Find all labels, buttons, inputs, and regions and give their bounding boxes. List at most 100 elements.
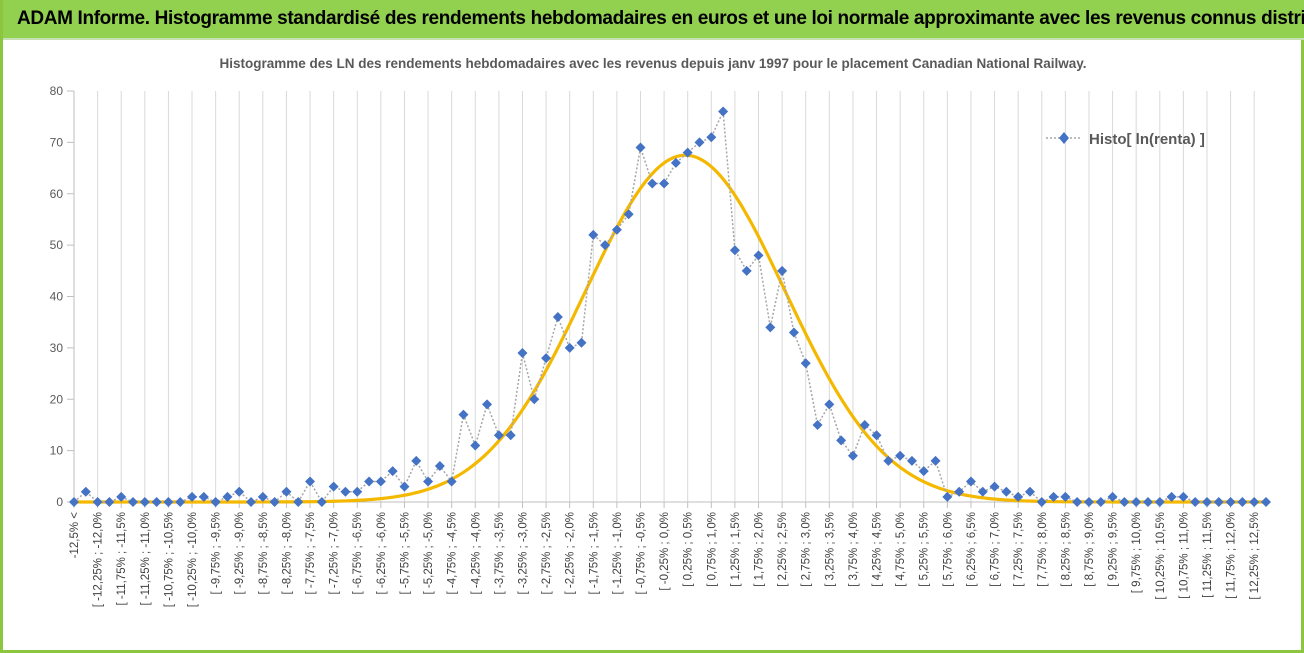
data-point <box>387 466 398 477</box>
data-point <box>623 209 634 220</box>
data-point <box>1190 497 1201 507</box>
data-point <box>1166 491 1177 502</box>
data-point <box>128 497 139 507</box>
x-tick-label: [ -9,75% ; -9,5% <box>211 512 223 594</box>
data-point <box>269 497 280 507</box>
x-tick-label: [ -1,25% ; -1,0% <box>612 512 624 594</box>
data-point <box>222 491 233 502</box>
data-point <box>210 497 221 507</box>
data-point <box>446 476 457 487</box>
data-point <box>883 455 894 466</box>
data-point <box>411 455 422 466</box>
data-point <box>104 497 115 507</box>
data-point <box>1013 491 1024 502</box>
x-tick-label: [ 2,25% ; 2,5% <box>777 512 789 587</box>
x-tick-label: [ 3,25% ; 3,5% <box>824 512 836 587</box>
data-point <box>836 435 847 446</box>
data-point <box>552 312 563 323</box>
data-point <box>1083 497 1094 507</box>
x-tick-label: [ 7,75% ; 8,0% <box>1037 512 1049 587</box>
data-point <box>234 486 245 497</box>
data-point <box>1072 497 1083 507</box>
data-point <box>906 455 917 466</box>
data-point <box>1131 497 1142 507</box>
x-tick-label: [ -11,25% ; -11,0% <box>140 512 152 606</box>
data-point <box>505 430 516 441</box>
data-point <box>1024 486 1035 497</box>
x-tick-label: -12,5% < <box>69 512 81 559</box>
x-tick-label: [ 5,75% ; 6,0% <box>942 512 954 587</box>
normal-curve-line <box>74 153 1266 504</box>
x-tick-label: [ 11,25% ; 11,5% <box>1202 512 1214 598</box>
legend-marker-sample <box>1059 132 1069 144</box>
x-tick-label: [ -4,75% ; -4,5% <box>447 512 459 594</box>
data-point <box>482 399 493 410</box>
x-tick-label: [ 9,25% ; 9,5% <box>1108 512 1120 587</box>
x-tick-label: [ -0,75% ; -0,5% <box>635 512 647 594</box>
y-tick-label: 40 <box>50 290 64 304</box>
data-point <box>1213 497 1224 507</box>
banner-divider <box>3 38 1304 40</box>
data-point <box>918 466 929 477</box>
y-axis: 0 10 20 30 40 50 60 70 80 <box>50 84 75 509</box>
data-point <box>706 132 717 143</box>
x-tick-label: [ 4,75% ; 5,0% <box>895 512 907 587</box>
x-tick-label: [ 8,25% ; 8,5% <box>1060 512 1072 587</box>
x-tick-label: [ -9,25% ; -9,0% <box>234 512 246 594</box>
x-tick-label: [ -8,25% ; -8,0% <box>281 512 293 594</box>
data-point <box>328 481 339 492</box>
y-tick-label: 0 <box>56 495 63 509</box>
data-point <box>765 322 776 333</box>
x-tick-label: [ 8,75% ; 9,0% <box>1084 512 1096 587</box>
data-point <box>1095 497 1106 507</box>
data-point <box>859 419 870 430</box>
normal-curve-series <box>74 153 1266 504</box>
y-tick-label: 60 <box>50 187 64 201</box>
x-tick-label: [ 5,25% ; 5,5% <box>919 512 931 587</box>
data-point <box>741 265 752 276</box>
data-point <box>1178 491 1189 502</box>
data-point <box>1036 497 1047 507</box>
data-point <box>777 265 788 276</box>
data-point <box>139 497 150 507</box>
data-point <box>718 106 729 117</box>
data-point <box>517 348 528 359</box>
x-tick-label: [ -8,75% ; -8,5% <box>258 512 270 594</box>
data-point <box>375 476 386 487</box>
x-tick-label: [ -7,75% ; -7,5% <box>305 512 317 594</box>
data-point <box>529 394 540 405</box>
gridlines <box>97 91 1255 502</box>
data-point <box>175 497 186 507</box>
data-point <box>635 142 646 153</box>
data-point <box>116 491 127 502</box>
chart-title: Histogramme des LN des rendements hebdom… <box>219 56 1086 71</box>
data-point <box>470 440 481 451</box>
x-tick-label: [ 4,25% ; 4,5% <box>872 512 884 587</box>
data-point <box>293 497 304 507</box>
x-tick-label: [ 2,75% ; 3,0% <box>801 512 813 587</box>
x-tick-label: [ 7,25% ; 7,5% <box>1013 512 1025 587</box>
data-point <box>92 497 103 507</box>
data-point <box>493 430 504 441</box>
x-tick-label: [ -3,75% ; -3,5% <box>494 512 506 594</box>
x-tick-label: [ -0,25% ; 0,0% <box>659 512 671 591</box>
data-point <box>753 250 764 261</box>
data-point <box>682 147 693 158</box>
x-axis: -12,5% < [ -12,25% ; -12,0% [ -11,75% ; -1… <box>69 501 1266 607</box>
x-tick-label: [ -2,75% ; -2,5% <box>541 512 553 594</box>
data-point <box>694 137 705 148</box>
x-tick-label: [ 3,75% ; 4,0% <box>848 512 860 587</box>
data-point <box>847 450 858 461</box>
data-point <box>163 497 174 507</box>
data-point <box>198 491 209 502</box>
x-tick-label: [ 1,75% ; 2,0% <box>754 512 766 587</box>
x-tick-label: [ -5,25% ; -5,0% <box>423 512 435 594</box>
x-tick-label: [ 10,75% ; 11,0% <box>1178 512 1190 599</box>
histogram-chart: Histogramme des LN des rendements hebdom… <box>50 56 1271 607</box>
y-tick-label: 10 <box>50 444 64 458</box>
data-point <box>316 497 327 507</box>
data-point <box>824 399 835 410</box>
data-point <box>729 245 740 256</box>
x-tick-label: [ 0,75% ; 1,0% <box>706 512 718 587</box>
x-tick-label: [ -6,25% ; -6,0% <box>376 512 388 594</box>
